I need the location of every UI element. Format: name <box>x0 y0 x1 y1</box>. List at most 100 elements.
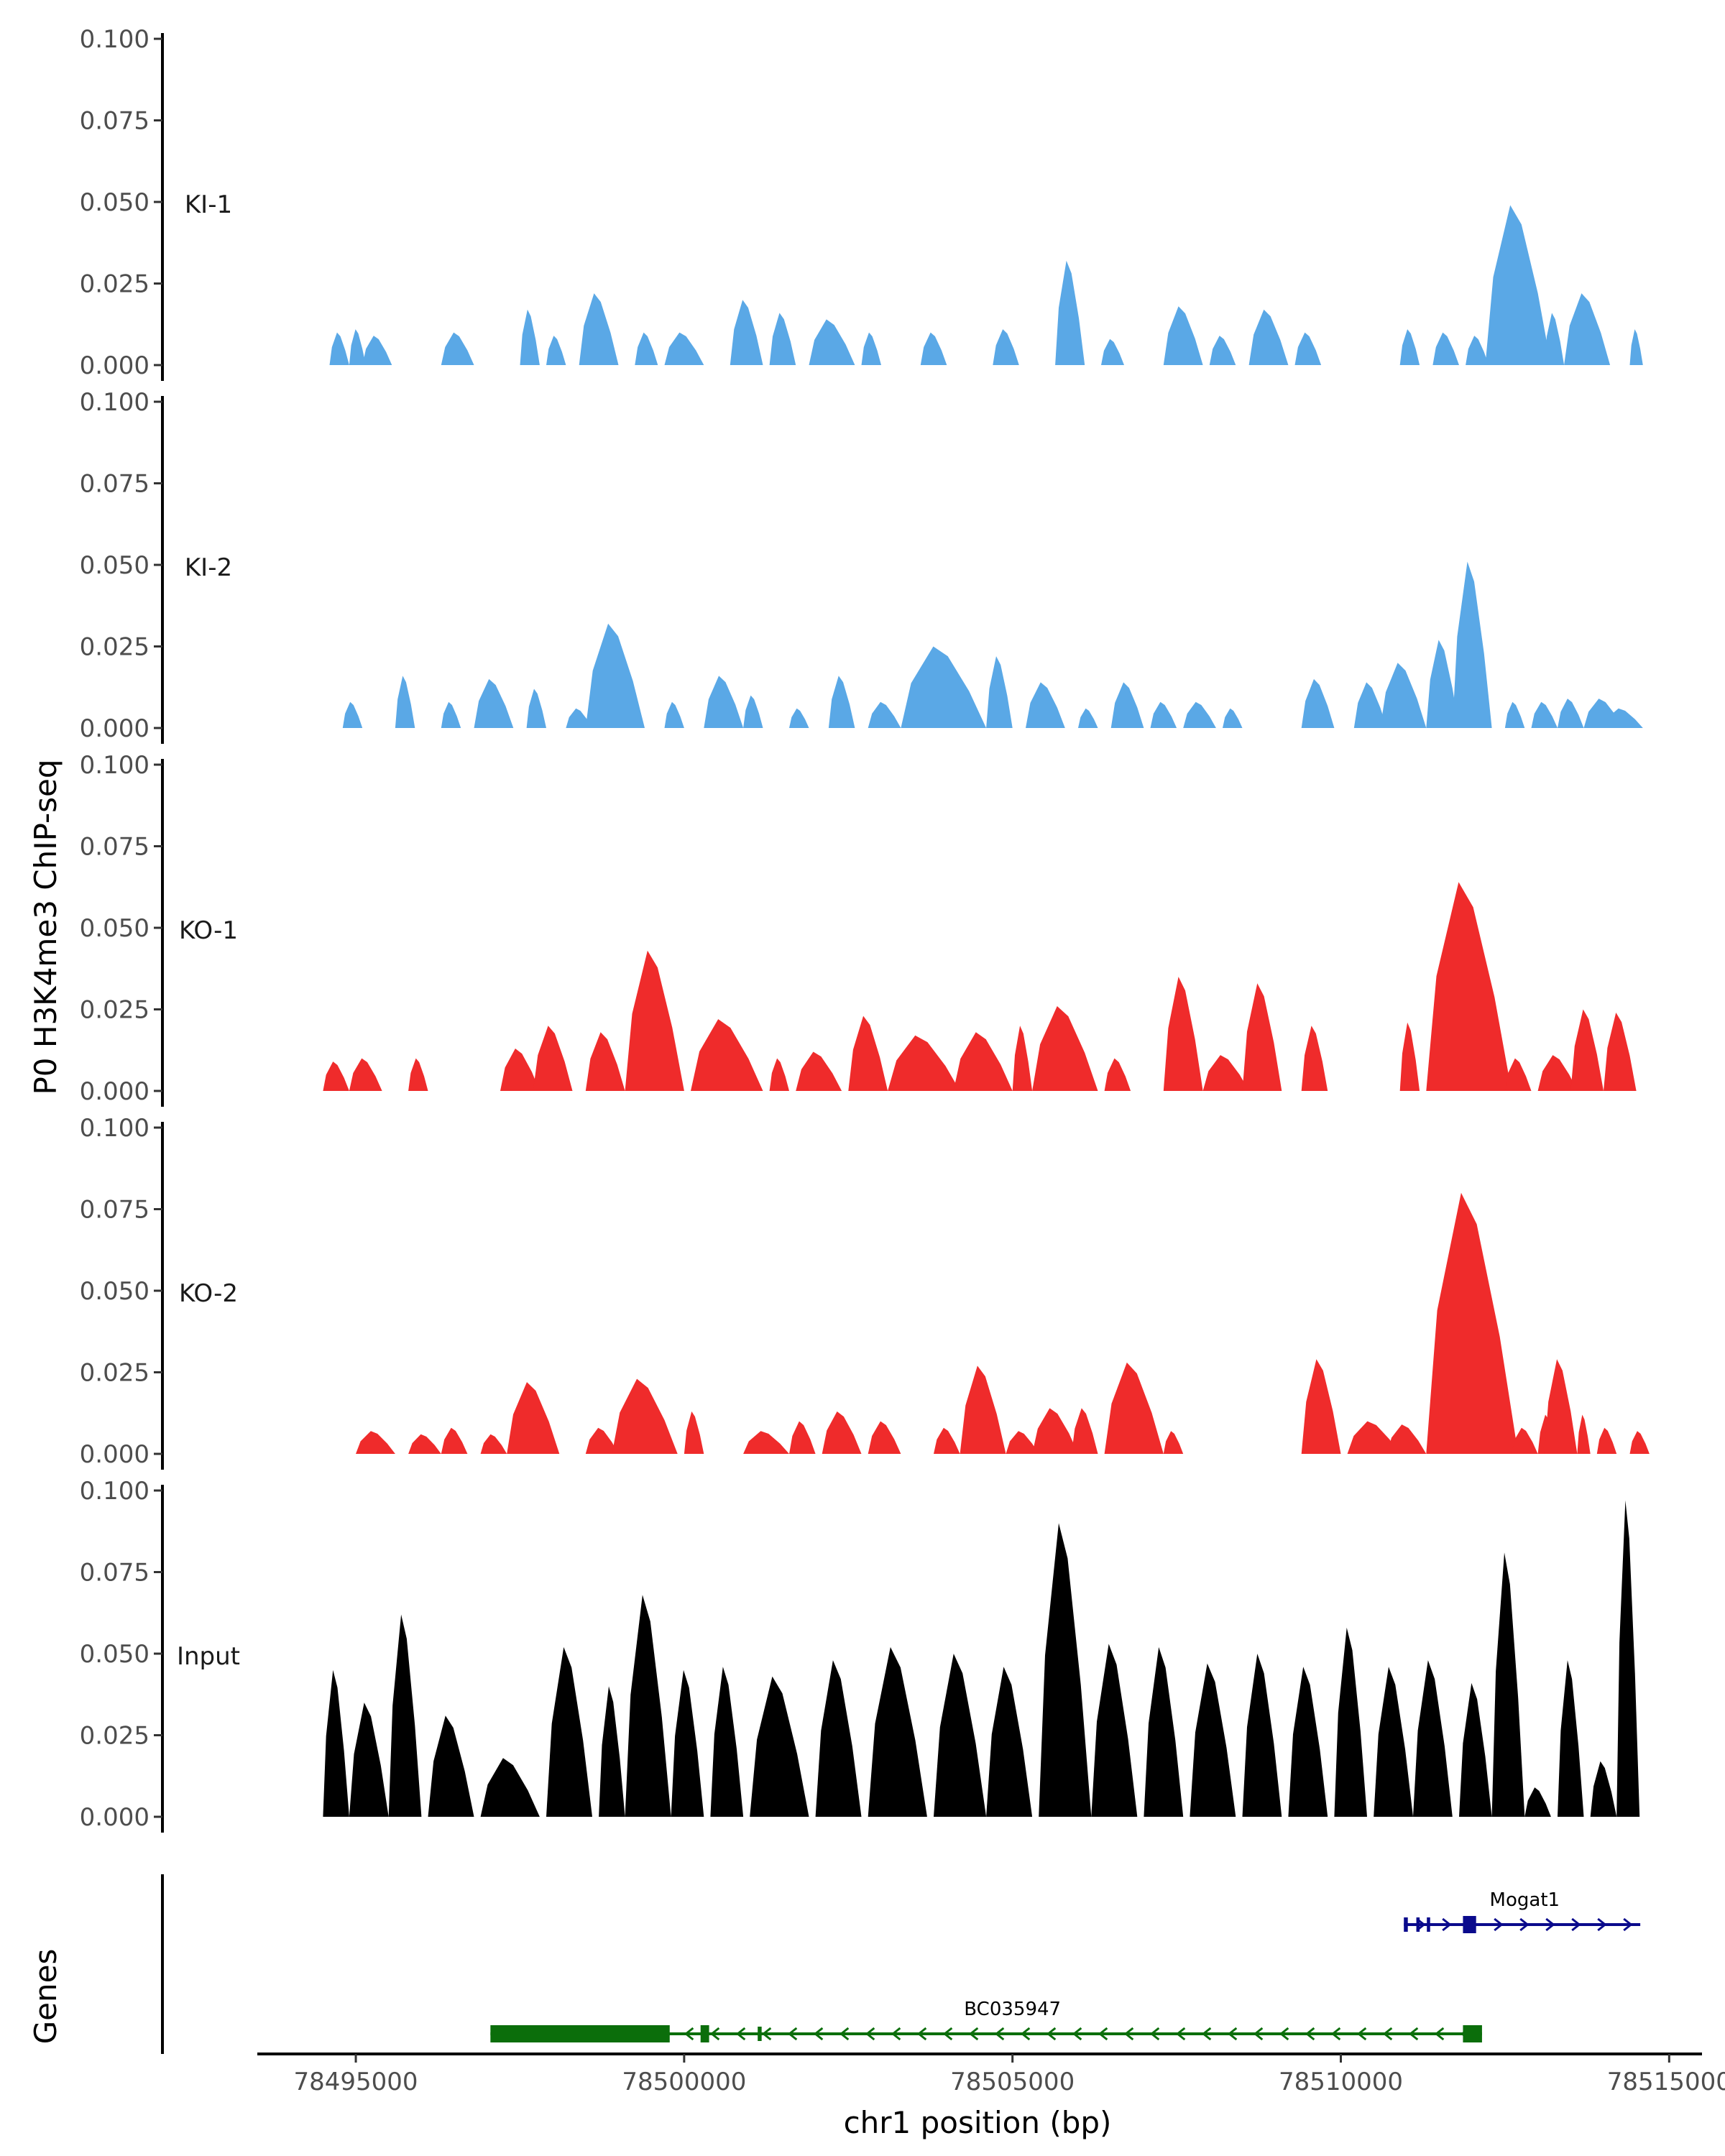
signal-peak <box>1150 701 1177 728</box>
strand-arrow <box>1434 2027 1445 2041</box>
gene-exon <box>1404 1917 1408 1932</box>
signal-peak <box>1055 260 1085 365</box>
signal-peak <box>441 1427 468 1454</box>
signal-peak <box>1288 1667 1328 1817</box>
track-ki-1: 0.000 0.025 0.050 0.075 0.100 KI-1 <box>80 25 1643 381</box>
signal-peak <box>362 336 392 365</box>
x-tick-label: 78500000 <box>622 2068 746 2096</box>
signal-peak <box>789 708 809 728</box>
signal-peak <box>329 332 349 365</box>
strand-arrow <box>968 2027 979 2041</box>
signal-peak <box>861 332 881 365</box>
signal-peak <box>1242 983 1282 1091</box>
strand-arrow <box>942 2027 953 2041</box>
x-tick-label: 78495000 <box>294 2068 418 2096</box>
x-axis: 78495000 78500000 78505000 78510000 78515000 <box>257 2053 1725 2096</box>
signal-peak <box>1380 663 1427 728</box>
signal-peak <box>1590 1761 1617 1817</box>
gene-exon <box>700 2025 709 2042</box>
strand-arrow <box>787 2027 798 2041</box>
strand-arrow <box>1253 2027 1264 2041</box>
signal-peak <box>1104 1058 1131 1091</box>
signal-peak <box>1604 708 1643 728</box>
strand-arrow <box>1046 2027 1057 2041</box>
y-tick-label: 0.075 <box>80 833 150 862</box>
signal-peak <box>625 1595 671 1817</box>
strand-arrow <box>1571 1917 1581 1932</box>
strand-arrow <box>1020 2027 1031 2041</box>
y-tick-label: 0.000 <box>80 714 150 743</box>
y-tick-label: 0.050 <box>80 188 150 217</box>
strand-arrow <box>709 2027 720 2041</box>
signal-peak <box>684 1411 704 1454</box>
strand-arrow <box>1279 2027 1289 2041</box>
signal-peak <box>1301 678 1335 728</box>
signal-peak <box>796 1051 842 1091</box>
signal-peak <box>1144 1646 1184 1817</box>
signal-peak <box>1426 882 1512 1091</box>
signal-peak <box>1071 1408 1098 1454</box>
signal-peak <box>428 1715 474 1817</box>
signal-peak <box>828 676 855 728</box>
signal-peak <box>1604 1013 1637 1091</box>
signal-peak <box>710 1667 744 1817</box>
signal-peak <box>323 1669 349 1817</box>
strand-arrow <box>1442 1917 1452 1932</box>
genes-axis-title: Genes <box>28 1949 63 2045</box>
strand-arrow <box>1597 1917 1607 1932</box>
signal-peak <box>868 1421 901 1454</box>
signal-peak <box>743 1431 789 1454</box>
signal-peak <box>789 1421 816 1454</box>
strand-arrow <box>1330 2027 1341 2041</box>
signal-peak <box>1294 332 1322 365</box>
signal-peak <box>1374 1667 1413 1817</box>
signal-peak <box>868 1646 927 1817</box>
strand-arrow <box>684 2027 694 2041</box>
y-tick-label: 0.100 <box>80 751 150 780</box>
x-axis-title: chr1 position (bp) <box>844 2105 1112 2140</box>
track-label: KO-2 <box>179 1279 238 1308</box>
signal-peak <box>848 1015 888 1091</box>
signal-peak <box>1504 701 1525 728</box>
track-ko-1: 0.000 0.025 0.050 0.075 0.100 KO-1 <box>80 751 1637 1107</box>
track-ko-2: 0.000 0.025 0.050 0.075 0.100 KO-2 <box>80 1114 1650 1470</box>
gene-exon <box>1427 1917 1430 1932</box>
signal-peak <box>1570 1009 1604 1091</box>
signal-peak <box>769 1058 789 1091</box>
signal-peak <box>769 313 796 365</box>
signal-peak <box>500 1049 540 1091</box>
track-label: KI-1 <box>185 190 232 219</box>
genes-layer: Mogat1 BC035947 <box>161 1874 1641 2054</box>
signal-peak <box>507 1382 560 1454</box>
signal-peak <box>730 300 763 365</box>
signal-peak <box>585 1427 619 1454</box>
signal-peak <box>408 1058 428 1091</box>
signal-peak <box>743 695 763 728</box>
gene-exon <box>1463 1916 1476 1933</box>
signal-peak <box>1242 1654 1282 1817</box>
signal-peak <box>1163 977 1203 1091</box>
strand-arrow <box>1175 2027 1186 2041</box>
strand-arrow <box>1072 2027 1082 2041</box>
signal-peak <box>815 1660 862 1817</box>
signal-peak <box>546 336 566 365</box>
signal-peak <box>1544 1359 1578 1454</box>
signal-peak <box>480 1758 540 1817</box>
x-tick-label: 78510000 <box>1279 2068 1403 2096</box>
strand-arrow <box>1149 2027 1160 2041</box>
strand-arrow <box>1519 1917 1530 1932</box>
signal-peak <box>474 678 514 728</box>
signal-peak <box>1202 1055 1249 1091</box>
signal-peak <box>342 701 363 728</box>
signal-peak <box>953 1032 1013 1091</box>
signal-peak <box>612 1378 678 1454</box>
signal-peak <box>1078 708 1098 728</box>
signal-peak <box>533 1026 573 1091</box>
signal-peak <box>960 1365 1006 1454</box>
signal-peak <box>349 1058 382 1091</box>
y-tick-label: 0.050 <box>80 551 150 580</box>
signal-peak <box>1223 708 1243 728</box>
strand-arrow <box>1123 2027 1134 2041</box>
signal-peak <box>1524 1787 1551 1817</box>
signal-peak <box>323 1061 349 1091</box>
